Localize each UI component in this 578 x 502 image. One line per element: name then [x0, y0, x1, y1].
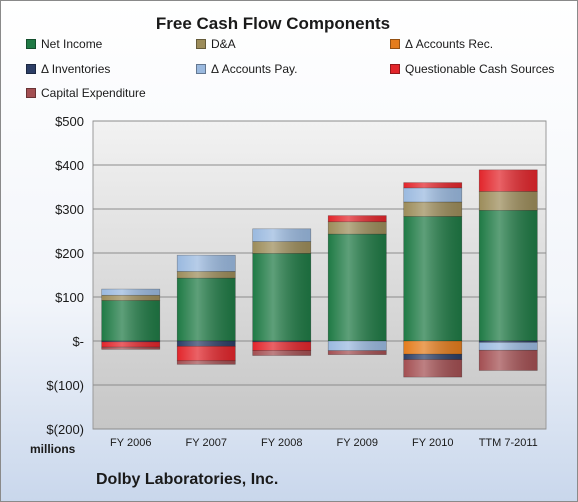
- bar-shading: [252, 241, 311, 254]
- bar-shading: [177, 255, 236, 272]
- x-tick-label: FY 2010: [412, 437, 453, 449]
- x-tick-label: FY 2008: [261, 437, 302, 449]
- bar-shading: [252, 350, 311, 356]
- legend-item: Δ Accounts Rec.: [390, 37, 493, 51]
- units-label: millions: [30, 442, 76, 456]
- bar-shading: [403, 201, 462, 217]
- bar-shading: [403, 359, 462, 378]
- bar-shading: [177, 271, 236, 279]
- y-tick-label: $100: [55, 290, 84, 305]
- bar-shading: [479, 341, 538, 343]
- x-tick-label: TTM 7-2011: [479, 437, 538, 449]
- bar-shading: [403, 216, 462, 341]
- legend-swatch: [390, 39, 400, 49]
- bar-shading: [403, 182, 462, 188]
- bar-shading: [403, 341, 462, 355]
- legend-label: Questionable Cash Sources: [405, 62, 555, 76]
- y-tick-label: $(200): [46, 422, 84, 437]
- y-tick-label: $-: [72, 334, 84, 349]
- y-tick-label: $(100): [46, 378, 84, 393]
- bar-shading: [101, 347, 160, 350]
- bar-shading: [479, 350, 538, 371]
- chart-legend: Net Income D&A Δ Accounts Rec. Δ Inventorie…: [0, 0, 578, 110]
- bar-shading: [101, 341, 160, 342]
- bar-shading: [403, 354, 462, 360]
- bar-shading: [252, 341, 311, 342]
- legend-item: Net Income: [26, 37, 102, 51]
- y-tick-label: $500: [55, 114, 84, 129]
- bar-shading: [328, 234, 387, 341]
- legend-label: Δ Accounts Rec.: [405, 37, 494, 51]
- legend-item: Δ Inventories: [26, 62, 110, 76]
- bar-shading: [403, 187, 462, 202]
- x-tick-label: FY 2007: [186, 437, 227, 449]
- bar-shading: [479, 210, 538, 341]
- bar-shading: [252, 228, 311, 242]
- bar-shading: [328, 221, 387, 235]
- y-tick-label: $200: [55, 246, 84, 261]
- legend-item: Capital Expenditure: [26, 86, 146, 100]
- x-tick-label: FY 2009: [337, 437, 378, 449]
- legend-swatch: [390, 64, 400, 74]
- bar-shading: [328, 215, 387, 222]
- bar-shading: [479, 169, 538, 192]
- legend-label: Net Income: [41, 37, 103, 51]
- bar-shading: [177, 346, 236, 361]
- bar-shading: [177, 278, 236, 341]
- legend-label: D&A: [211, 37, 236, 51]
- bar-shading: [101, 295, 160, 301]
- bar-shading: [101, 341, 160, 348]
- legend-item: Δ Accounts Pay.: [196, 62, 298, 76]
- legend-item: D&A: [196, 37, 236, 51]
- bar-shading: [101, 289, 160, 296]
- legend-swatch: [196, 39, 206, 49]
- legend-label: Δ Inventories: [41, 62, 111, 76]
- company-name: Dolby Laboratories, Inc.: [96, 471, 279, 488]
- bar-shading: [479, 342, 538, 351]
- bar-shading: [252, 253, 311, 341]
- legend-swatch: [26, 64, 36, 74]
- bar-shading: [252, 341, 311, 351]
- legend-swatch: [196, 64, 206, 74]
- bar-shading: [101, 300, 160, 341]
- bar-shading: [479, 191, 538, 211]
- bar-shading: [328, 350, 387, 355]
- legend-swatch: [26, 88, 36, 98]
- bar-shading: [177, 360, 236, 365]
- chart-title: Free Cash Flow Components: [155, 14, 391, 33]
- bar-shading: [177, 341, 236, 347]
- legend-label: Δ Accounts Pay.: [211, 62, 298, 76]
- x-tick-label: FY 2006: [110, 437, 151, 449]
- bar-shading: [328, 341, 387, 351]
- legend-item: Questionable Cash Sources: [390, 62, 554, 76]
- y-tick-label: $400: [55, 158, 84, 173]
- plot-area: [92, 120, 547, 430]
- legend-swatch: [26, 39, 36, 49]
- y-tick-label: $300: [55, 202, 84, 217]
- legend-label: Capital Expenditure: [41, 86, 146, 100]
